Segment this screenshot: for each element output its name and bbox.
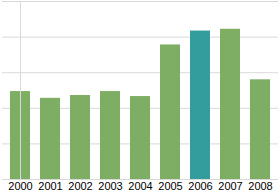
svg-text:2001: 2001 xyxy=(38,180,62,192)
svg-text:2008: 2008 xyxy=(248,180,272,192)
svg-text:2000: 2000 xyxy=(8,180,32,192)
svg-text:2007: 2007 xyxy=(218,180,242,192)
svg-text:2002: 2002 xyxy=(68,180,92,192)
svg-text:2003: 2003 xyxy=(98,180,122,192)
svg-text:2005: 2005 xyxy=(158,180,182,192)
svg-text:2004: 2004 xyxy=(128,180,152,192)
svg-text:2006: 2006 xyxy=(188,180,212,192)
